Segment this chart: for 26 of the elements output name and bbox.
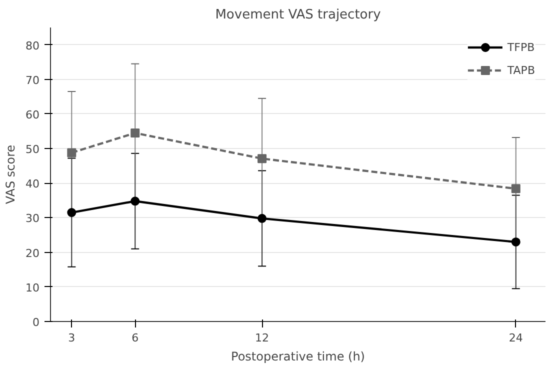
x-tick-label: 12	[255, 332, 270, 344]
x-tick-label: 3	[68, 332, 76, 344]
legend-label: TFPB	[507, 40, 535, 54]
y-tick-label: 10	[26, 281, 40, 294]
y-tick-label: 20	[26, 246, 40, 260]
chart-title: Movement VAS trajectory	[215, 8, 382, 22]
y-tick-label: 60	[26, 108, 40, 122]
point	[130, 196, 140, 206]
y-tick-label: 50	[26, 143, 40, 156]
legend-label: TAPB	[507, 64, 535, 76]
point	[67, 208, 76, 218]
x-axis-title: Postoperative time (h)	[231, 350, 365, 364]
point	[130, 128, 140, 138]
point	[67, 148, 76, 158]
y-tick-label: 30	[26, 212, 40, 226]
point	[258, 214, 267, 223]
y-tick-label: 0	[32, 316, 40, 329]
x-tick-label: 24	[508, 332, 523, 344]
x-tick-label: 6	[132, 332, 139, 344]
point	[511, 184, 520, 194]
y-axis-title: VAS score	[4, 144, 18, 204]
point	[258, 154, 267, 164]
y-tick-label: 80	[26, 39, 40, 52]
point	[511, 237, 520, 246]
y-tick-label: 40	[26, 178, 40, 191]
y-tick-label: 70	[26, 74, 40, 87]
